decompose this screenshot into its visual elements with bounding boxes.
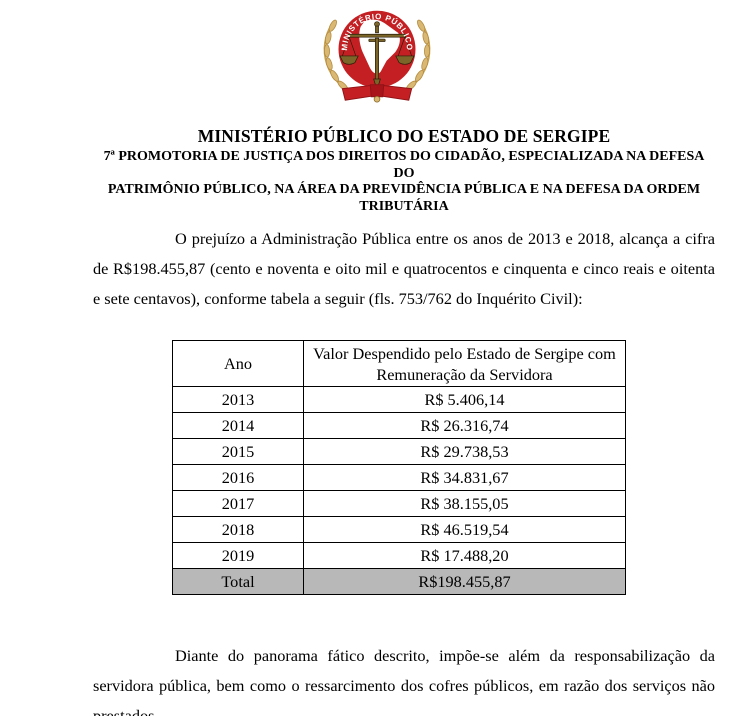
paragraph-conclusion-line-1: Diante do panorama fático descrito, impõ… (175, 646, 715, 665)
value-cell: R$ 26.316,74 (303, 412, 626, 439)
paragraph-damages-line-2: de R$198.455,87 (cento e noventa e oito … (93, 259, 715, 278)
subtitle-line-2: PATRIMÔNIO PÚBLICO, NA ÁREA DA PREVIDÊNC… (107, 182, 701, 197)
value-cell: R$ 38.155,05 (303, 490, 626, 517)
table-row-2014: 2014 R$ 26.316,74 (172, 412, 626, 439)
year-cell: 2014 (172, 412, 304, 439)
paragraph-conclusion-line-3: prestados. (93, 706, 159, 716)
table-row-2013: 2013 R$ 5.406,14 (172, 386, 626, 413)
page-title: MINISTÉRIO PÚBLICO DO ESTADO DE SERGIPE (197, 126, 611, 146)
total-label-cell: Total (172, 568, 304, 595)
table-header-row: Ano Valor Despendido pelo Estado de Serg… (172, 340, 626, 387)
sergipe-map-shape (358, 19, 400, 74)
paragraph-damages-line-1: O prejuízo a Administração Pública entre… (175, 229, 715, 248)
table-total-row: Total R$198.455,87 (172, 568, 626, 595)
expenditure-table: Ano Valor Despendido pelo Estado de Serg… (172, 340, 626, 595)
ribbon-tassel (373, 95, 380, 103)
paragraph-damages-line-3: e sete centavos), conforme tabela a segu… (93, 289, 583, 308)
total-value-cell: R$198.455,87 (303, 568, 626, 595)
value-cell: R$ 29.738,53 (303, 438, 626, 465)
paragraph-damages: O prejuízo a Administração Pública entre… (93, 224, 715, 314)
paragraph-conclusion-line-2: servidora pública, bem como o ressarcime… (93, 676, 715, 695)
table-row-2015: 2015 R$ 29.738,53 (172, 438, 626, 465)
year-cell: 2018 (172, 516, 304, 543)
table-row-2018: 2018 R$ 46.519,54 (172, 516, 626, 543)
table-row-2017: 2017 R$ 38.155,05 (172, 490, 626, 517)
year-cell: 2016 (172, 464, 304, 491)
year-cell: 2017 (172, 490, 304, 517)
column-header-valor: Valor Despendido pelo Estado de Sergipe … (303, 340, 626, 387)
table-row-2019: 2019 R$ 17.488,20 (172, 542, 626, 569)
table-row-2016: 2016 R$ 34.831,67 (172, 464, 626, 491)
subtitle-line-3: TRIBUTÁRIA (359, 198, 449, 214)
column-header-ano: Ano (172, 340, 304, 387)
ribbon-banner (341, 84, 412, 103)
year-cell: 2015 (172, 438, 304, 465)
subtitle-line-1: 7ª PROMOTORIA DE JUSTIÇA DOS DIREITOS DO… (103, 149, 705, 181)
year-cell: 2013 (172, 386, 304, 413)
paragraph-conclusion: Diante do panorama fático descrito, impõ… (93, 641, 715, 716)
year-cell: 2019 (172, 542, 304, 569)
value-cell: R$ 46.519,54 (303, 516, 626, 543)
value-cell: R$ 5.406,14 (303, 386, 626, 413)
header-subtitle: 7ª PROMOTORIA DE JUSTIÇA DOS DIREITOS DO… (93, 149, 715, 215)
scales-of-justice-icon (338, 21, 415, 91)
value-cell: R$ 17.488,20 (303, 542, 626, 569)
document-content: MINISTÉRIO PÚBLICO DO ESTADO DE SERGIPE … (0, 126, 753, 716)
justice-scales-seal-icon: MINISTÉRIO PÚBLICO (323, 10, 430, 103)
value-cell: R$ 34.831,67 (303, 464, 626, 491)
mp-seal-logo: MINISTÉRIO PÚBLICO (319, 3, 435, 110)
